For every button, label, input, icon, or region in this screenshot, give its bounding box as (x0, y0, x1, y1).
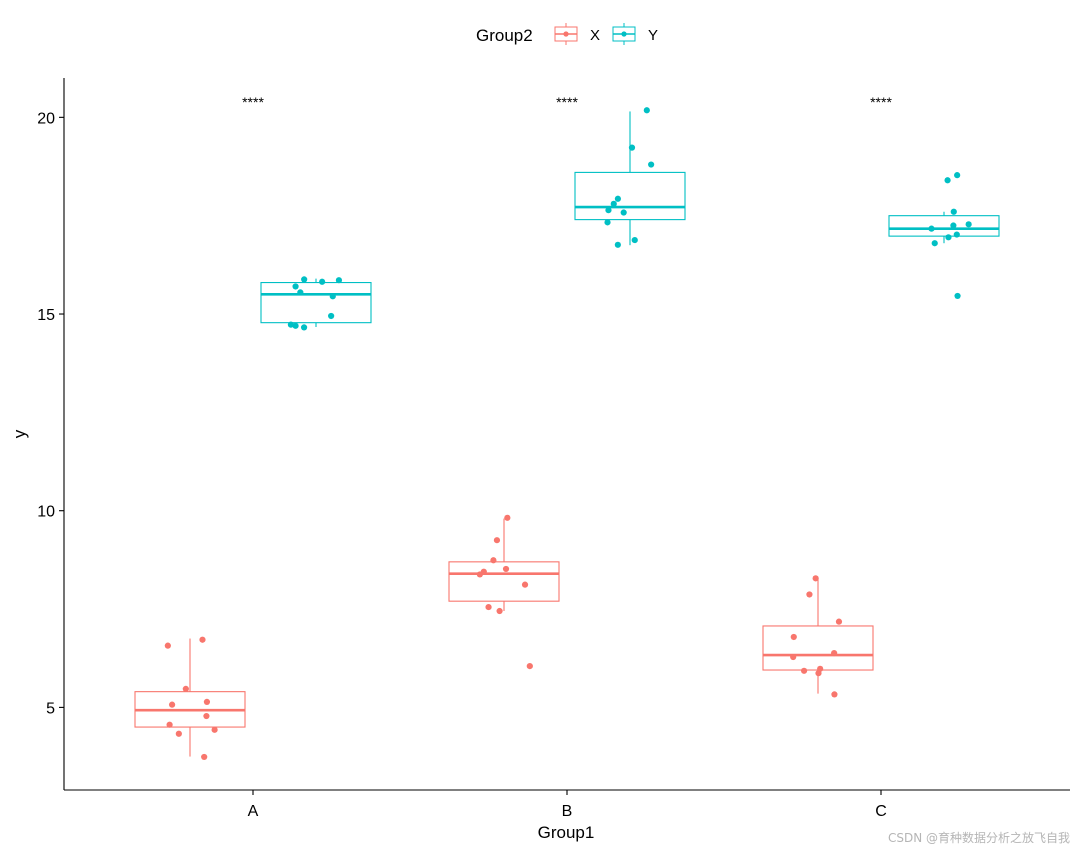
point-Y-B-4 (610, 200, 617, 207)
box-X-B (448, 561, 560, 602)
point-X-A-4 (168, 701, 176, 708)
point-Y-A-3 (292, 283, 299, 290)
point-Y-C-5 (928, 225, 935, 232)
point-Y-A-4 (297, 289, 304, 296)
point-X-C-1 (806, 591, 813, 598)
point-X-A-8 (175, 730, 182, 737)
x-tick-label-C: C (875, 803, 887, 820)
point-Y-B-9 (614, 241, 621, 248)
point-Y-B-6 (620, 209, 627, 216)
point-Y-C-7 (945, 234, 952, 241)
significance-label-B: **** (556, 94, 578, 110)
legend-label-X: X (590, 27, 600, 44)
point-Y-C-0 (954, 172, 961, 179)
point-X-A-6 (166, 721, 173, 728)
significance-label-C: **** (870, 94, 892, 110)
point-X-A-9 (201, 753, 208, 761)
significance-label-A: **** (242, 94, 264, 110)
point-Y-C-2 (950, 208, 957, 215)
point-X-C-8 (815, 670, 822, 677)
y-axis-title: y (10, 429, 29, 438)
y-tick-label-15: 15 (37, 307, 55, 324)
point-X-C-3 (790, 633, 797, 641)
point-X-A-7 (211, 726, 218, 733)
point-X-B-7 (485, 603, 492, 611)
box-Y-B (574, 171, 686, 221)
point-Y-B-8 (631, 236, 638, 244)
point-X-A-0 (199, 636, 206, 643)
point-Y-B-7 (604, 219, 611, 226)
point-X-C-0 (812, 575, 819, 582)
point-X-B-3 (502, 565, 510, 573)
y-tick-label-10: 10 (37, 504, 55, 521)
point-X-B-6 (521, 581, 529, 588)
point-X-C-5 (790, 653, 797, 661)
point-X-B-1 (493, 537, 501, 544)
point-Y-C-1 (944, 177, 951, 184)
y-tick-label-20: 20 (37, 110, 55, 127)
x-tick-label-B: B (562, 803, 573, 820)
point-Y-B-5 (605, 207, 612, 214)
point-Y-C-9 (954, 292, 961, 300)
point-Y-A-8 (292, 322, 299, 329)
watermark: CSDN @育种数据分析之放飞自我 (887, 831, 1070, 845)
point-X-C-9 (831, 691, 838, 698)
y-tick-label-5: 5 (46, 700, 55, 717)
point-X-A-1 (164, 642, 171, 649)
x-axis-title: Group1 (538, 823, 595, 842)
point-Y-A-1 (335, 277, 343, 284)
point-Y-B-0 (643, 107, 650, 114)
point-Y-A-2 (319, 278, 326, 285)
point-X-A-5 (203, 712, 210, 720)
point-Y-B-2 (648, 161, 655, 168)
point-Y-C-8 (931, 240, 938, 247)
point-Y-A-0 (301, 276, 308, 283)
legend-title: Group2 (476, 26, 533, 45)
point-Y-A-7 (287, 321, 295, 328)
point-Y-C-4 (950, 222, 957, 229)
point-Y-A-9 (300, 324, 308, 331)
point-X-A-3 (203, 698, 211, 705)
point-X-B-9 (526, 662, 533, 670)
point-Y-B-1 (628, 144, 636, 151)
point-Y-B-3 (614, 195, 621, 202)
point-X-B-0 (504, 514, 511, 521)
point-X-C-4 (831, 650, 838, 657)
point-Y-C-6 (953, 231, 960, 238)
point-X-B-8 (496, 607, 503, 615)
point-Y-A-6 (328, 312, 335, 320)
x-tick-label-A: A (248, 803, 259, 820)
box-X-C (762, 625, 874, 671)
point-Y-C-3 (965, 221, 972, 228)
point-X-C-2 (835, 618, 843, 625)
legend-key-point-X (563, 31, 569, 37)
point-X-A-2 (182, 685, 189, 693)
point-Y-A-5 (329, 293, 336, 300)
legend-label-Y: Y (648, 27, 658, 44)
point-X-B-5 (476, 571, 483, 578)
box-Y-C (888, 215, 1000, 237)
point-X-C-7 (800, 667, 808, 674)
point-X-B-2 (490, 557, 497, 564)
box-Y-A (260, 282, 372, 324)
legend-key-point-Y (621, 31, 627, 37)
